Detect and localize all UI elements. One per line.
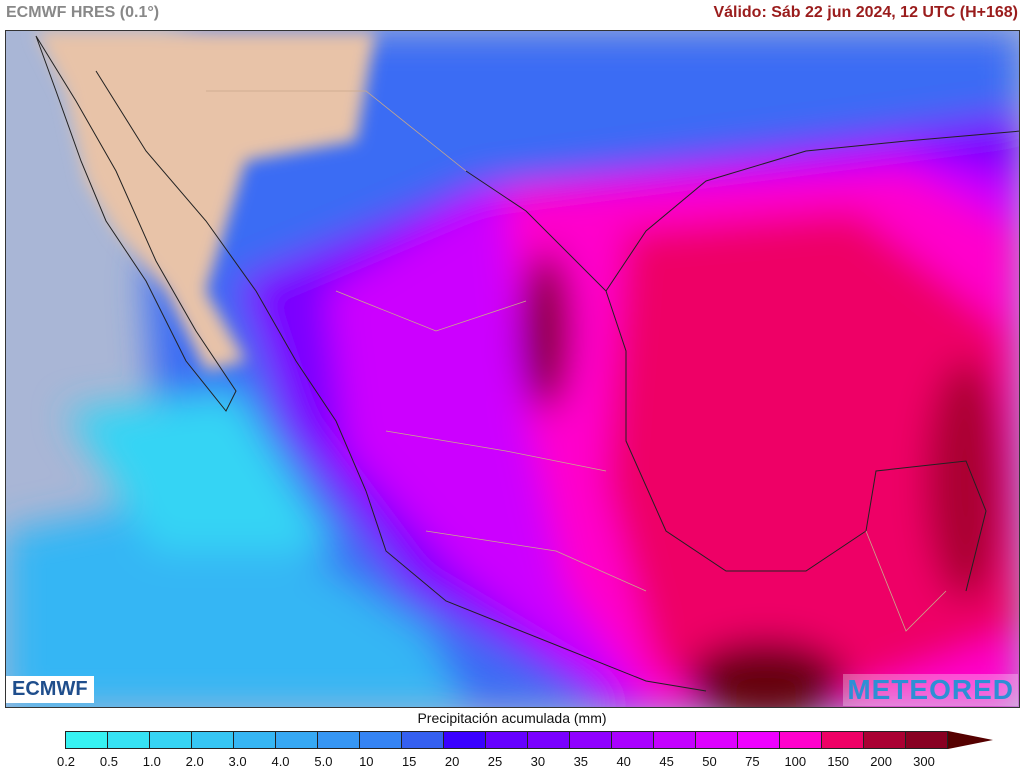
- legend-tick: 75: [745, 754, 760, 769]
- ecmwf-logo: ECMWF: [6, 676, 94, 703]
- legend-swatch: [191, 731, 234, 749]
- legend-swatch: [107, 731, 150, 749]
- legend-tick: 45: [659, 754, 674, 769]
- legend-swatch: [359, 731, 402, 749]
- model-title: ECMWF HRES (0.1°): [6, 4, 160, 21]
- legend-tick: 100: [784, 754, 807, 769]
- legend-tick: 4.0: [271, 754, 290, 769]
- legend-swatch: [527, 731, 570, 749]
- legend-tick: 10: [359, 754, 374, 769]
- legend-overflow-arrow: [948, 731, 993, 749]
- valid-time: Válido: Sáb 22 jun 2024, 12 UTC (H+168): [713, 4, 1018, 21]
- legend-tick: 1.0: [142, 754, 161, 769]
- precipitation-map[interactable]: [5, 30, 1020, 708]
- legend-tick: 30: [530, 754, 546, 769]
- precip-field: [6, 31, 1019, 707]
- legend-swatch: [821, 731, 864, 749]
- legend-tick: 300: [913, 754, 935, 769]
- legend-tick: 150: [827, 754, 850, 769]
- legend-tick: 200: [870, 754, 892, 769]
- legend-tick: 0.2: [56, 754, 76, 769]
- legend-swatch: [485, 731, 528, 749]
- legend-tick: 2.0: [185, 754, 204, 769]
- legend-swatch: [401, 731, 444, 749]
- legend-swatch: [905, 731, 948, 749]
- color-legend: [65, 731, 993, 749]
- legend-swatch: [611, 731, 654, 749]
- legend-tick: 25: [487, 754, 503, 769]
- legend-tick: 40: [616, 754, 631, 769]
- legend-tick: 50: [702, 754, 717, 769]
- legend-tick: 0.5: [99, 754, 118, 769]
- legend-tick: 20: [444, 754, 460, 769]
- legend-swatch: [275, 731, 318, 749]
- legend-swatch: [317, 731, 360, 749]
- legend-swatch: [779, 731, 822, 749]
- legend-swatch: [653, 731, 696, 749]
- legend-swatch: [695, 731, 738, 749]
- legend-swatch: [863, 731, 906, 749]
- legend-swatch: [737, 731, 780, 749]
- state-borders: [206, 90, 947, 632]
- legend-tick: 3.0: [228, 754, 247, 769]
- meteored-logo: METEORED: [843, 674, 1018, 706]
- coastlines: [35, 35, 1019, 692]
- legend-swatch: [569, 731, 612, 749]
- legend-swatch: [233, 731, 276, 749]
- legend-swatch: [65, 731, 108, 749]
- legend-swatch: [443, 731, 486, 749]
- legend-swatch: [149, 731, 192, 749]
- legend-tick: 5.0: [314, 754, 333, 769]
- legend-tick: 35: [573, 754, 589, 769]
- legend-tick: 15: [401, 754, 417, 769]
- legend-title: Precipitación acumulada (mm): [417, 710, 607, 726]
- dry-land: [36, 31, 376, 371]
